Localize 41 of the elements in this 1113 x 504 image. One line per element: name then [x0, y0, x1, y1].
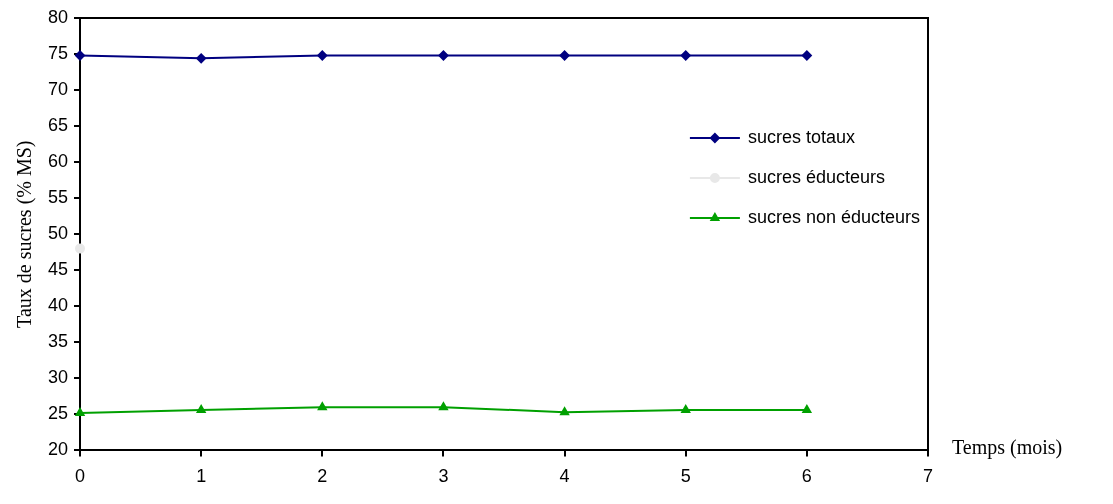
point — [75, 50, 86, 61]
y-tick-label: 20 — [47, 439, 69, 460]
y-tick-label: 35 — [47, 331, 69, 352]
y-tick-label: 75 — [47, 43, 69, 63]
legend-label: sucres éducteurs — [747, 166, 885, 187]
point — [75, 243, 86, 254]
y-tick-label: 50 — [47, 223, 69, 244]
y-axis-title: Taux de sucres (% MS) — [13, 140, 37, 328]
x-tick-label: 4 — [559, 466, 570, 487]
x-tick-label: 5 — [680, 466, 691, 487]
x-tick-label: 1 — [196, 466, 207, 487]
point — [681, 405, 691, 414]
point — [560, 407, 570, 416]
x-tick-label: 6 — [801, 466, 812, 487]
point — [75, 407, 85, 416]
y-tick-label: 25 — [47, 403, 69, 424]
y-tick-label: 70 — [47, 79, 69, 100]
legend-label: sucres totaux — [747, 126, 855, 147]
y-tick-label: 30 — [47, 367, 69, 388]
y-tick-label: 65 — [47, 115, 69, 136]
x-tick-label: 2 — [317, 466, 328, 487]
x-axis-title: Temps (mois) — [952, 435, 1063, 459]
y-tick-label: 40 — [47, 295, 69, 316]
point — [317, 402, 327, 411]
point — [438, 50, 449, 61]
y-tick-label: 80 — [47, 6, 69, 27]
point — [559, 50, 570, 61]
x-tick-label: 7 — [922, 466, 934, 487]
point — [196, 405, 206, 414]
x-tick-label: 3 — [438, 466, 449, 487]
point — [802, 405, 812, 414]
point — [680, 50, 691, 61]
point — [317, 50, 328, 61]
legend-label: sucres non éducteurs — [747, 206, 921, 227]
x-tick-label: 0 — [75, 466, 86, 487]
y-tick-label: 55 — [47, 187, 69, 208]
point — [196, 53, 207, 64]
y-tick-label: 45 — [47, 259, 69, 280]
y-tick-label: 60 — [47, 151, 69, 172]
point — [801, 50, 812, 61]
point — [438, 402, 448, 411]
